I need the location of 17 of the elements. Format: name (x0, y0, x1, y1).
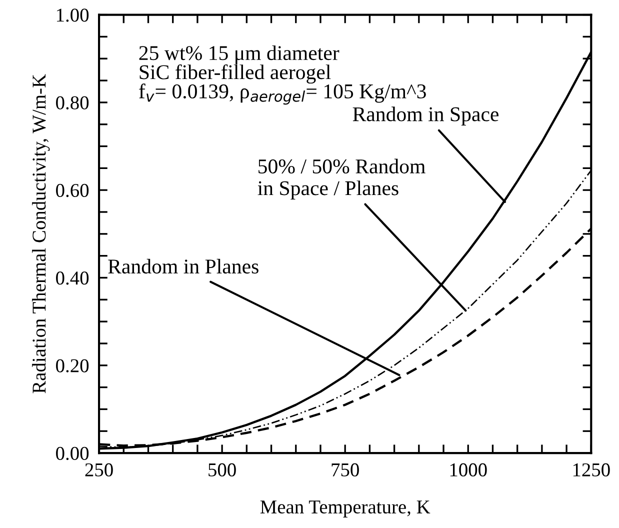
y-tick-label: 1.00 (57, 8, 89, 22)
y-tick-label: 0.00 (56, 446, 89, 460)
y-tick-label: 0.20 (56, 359, 89, 372)
annotation: 25 wt% 15 μm diameter SiC fiber-filled aerogel f$_{v}$= 0.0139, ρ$_{aerogel}$= 105 Kg/m^3 (139, 45, 426, 105)
annotation: Random in Space (352, 106, 498, 126)
y-axis-title: Radiation Thermal Conductivity, W/m-K (32, 74, 50, 394)
x-tick-label: 1000 (450, 463, 487, 476)
x-tick-label: 1250 (573, 463, 610, 476)
x-tick-label: 750 (332, 463, 359, 476)
annotation: 50% / 50% Random in Space / Planes (258, 158, 426, 200)
y-tick-label: 0.60 (56, 184, 89, 198)
annotation: Random in Planes (108, 258, 258, 274)
x-axis-title: Mean Temperature, K (260, 500, 430, 518)
y-tick-label: 0.80 (56, 96, 89, 110)
x-tick-label: 250 (85, 463, 113, 476)
y-tick-label: 0.40 (56, 272, 89, 285)
x-tick-label: 500 (208, 463, 236, 476)
